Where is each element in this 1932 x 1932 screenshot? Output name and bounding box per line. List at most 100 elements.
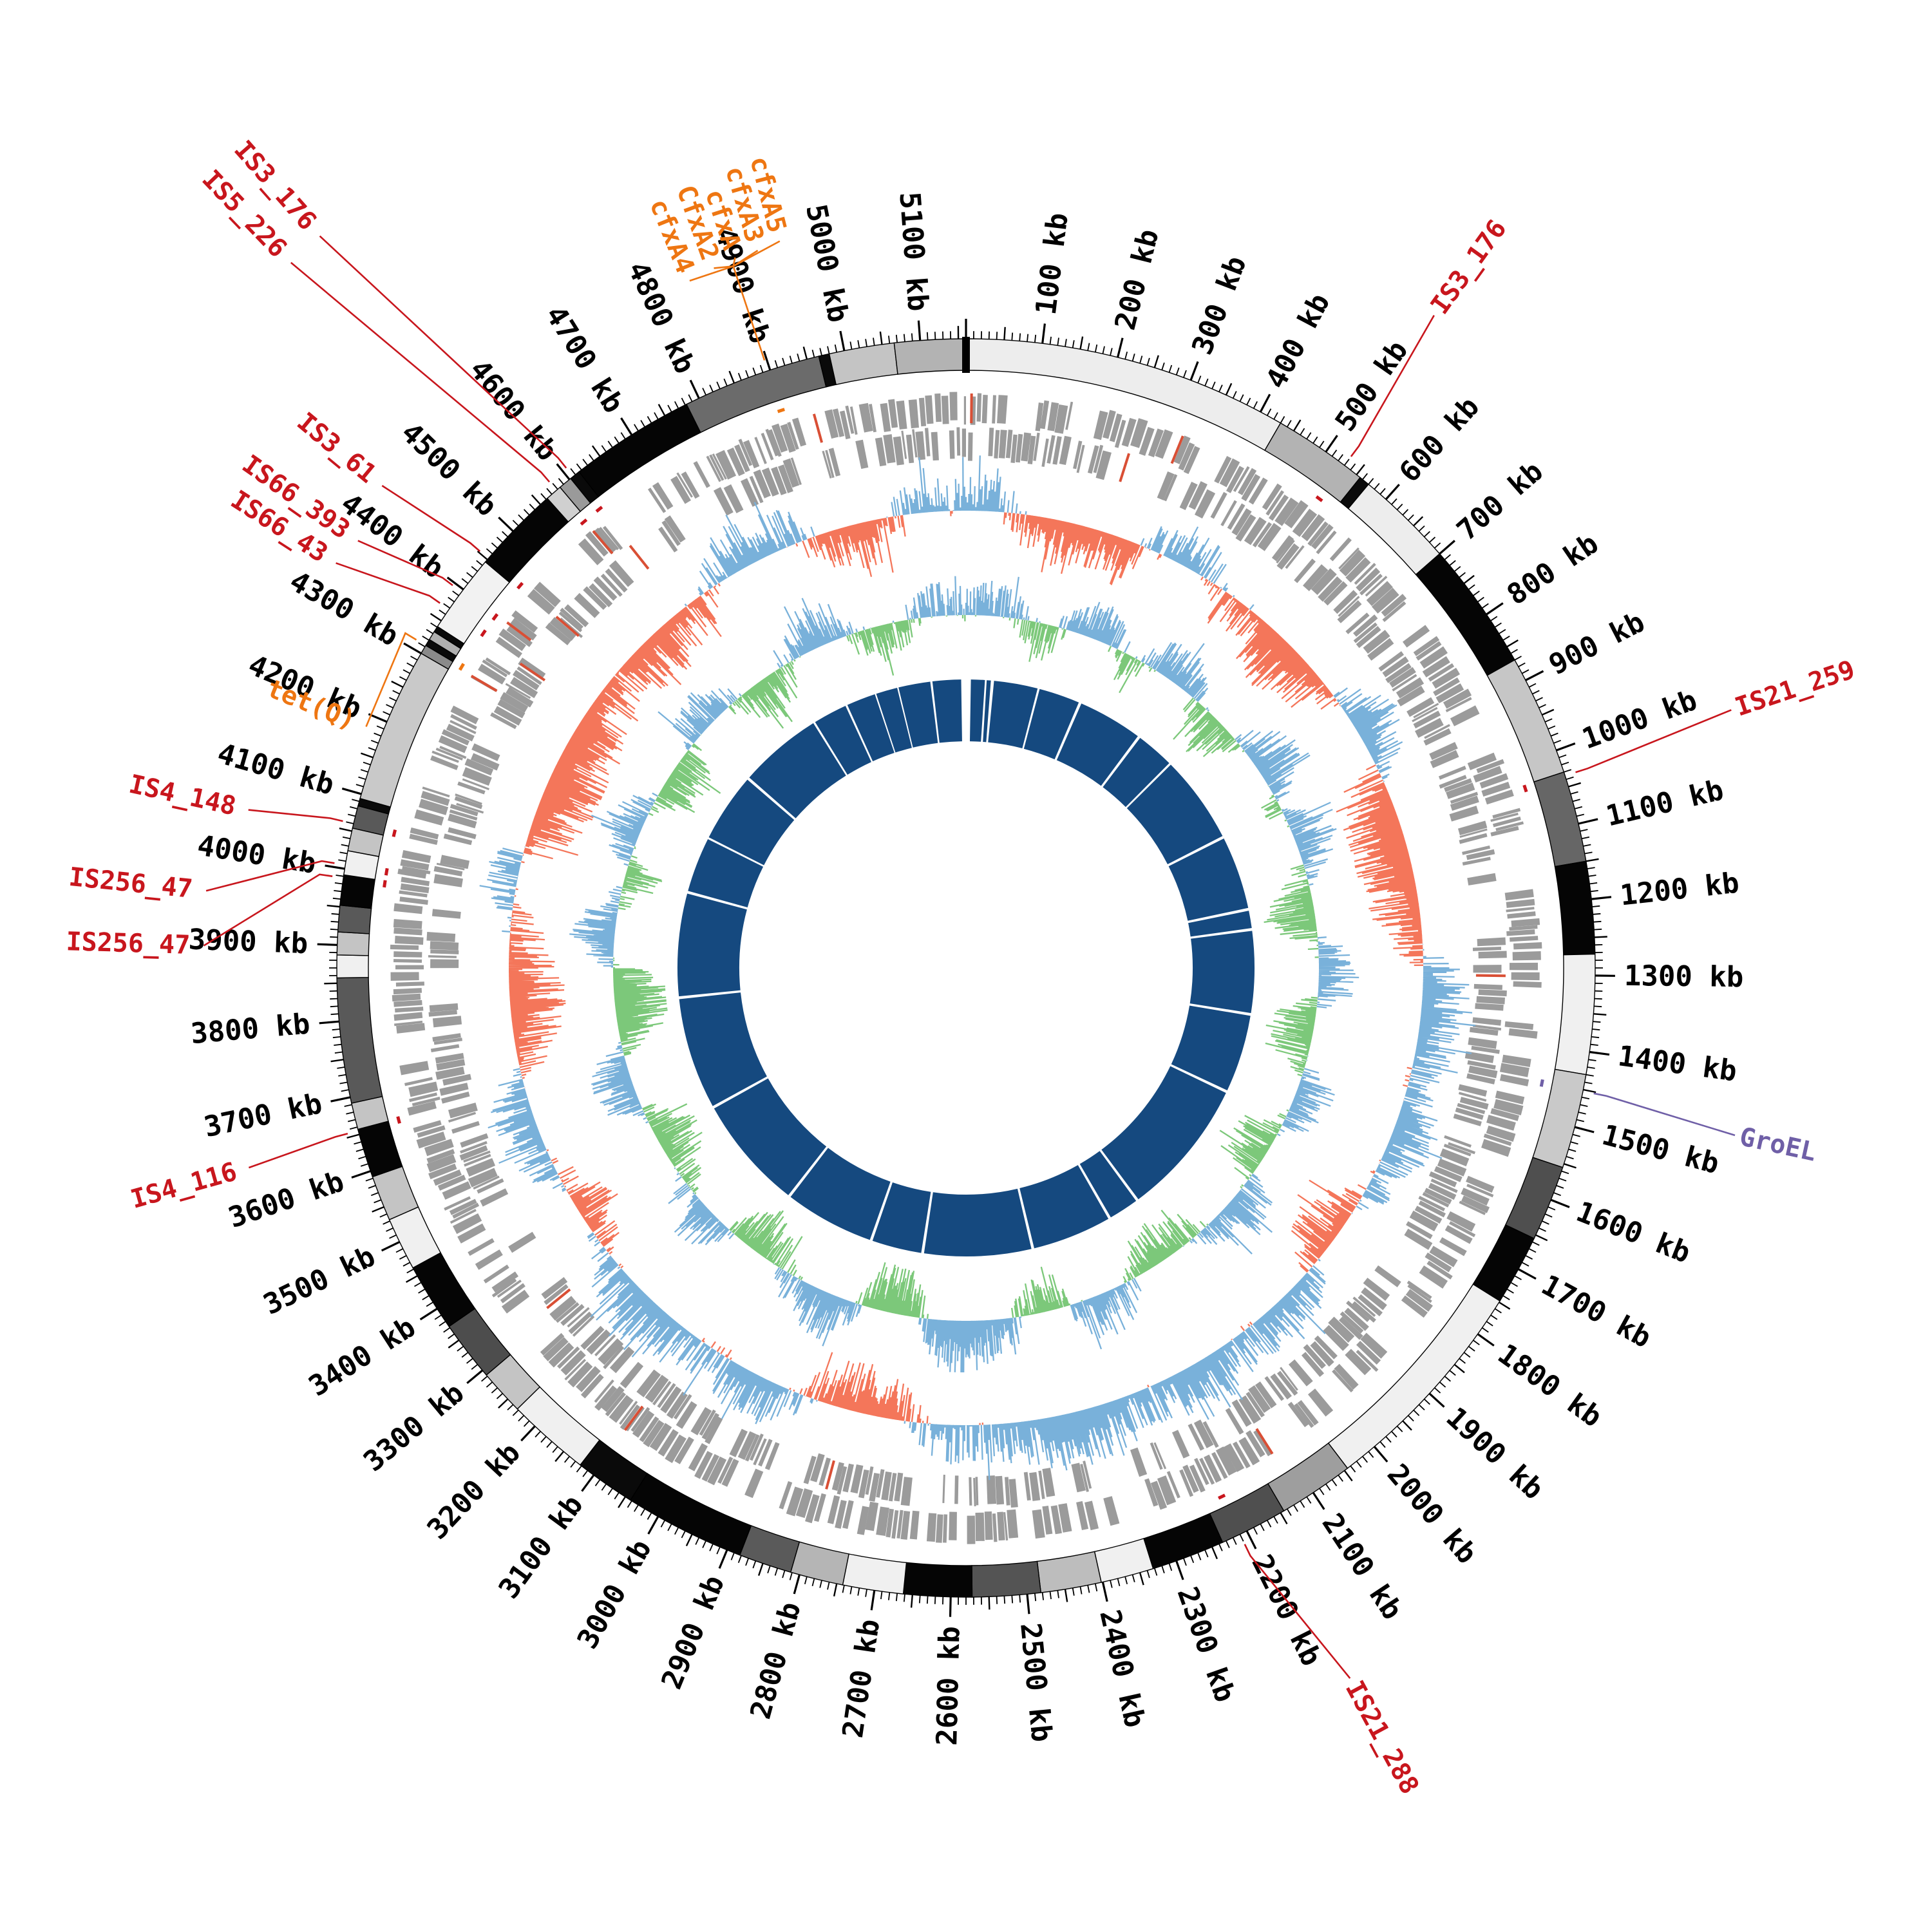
annotation-label-IS21-288: IS21_288 [1340, 1676, 1425, 1799]
tick-label-3700: 3700 kb [202, 1087, 325, 1144]
tick-label-4700: 4700 kb [539, 300, 630, 419]
gc-skew-track [479, 455, 1476, 1481]
contig-segment [484, 497, 569, 583]
tick-label-2400: 2400 kb [1093, 1607, 1151, 1730]
minor-ticks [329, 331, 1603, 1605]
annotation-dash-ring [383, 408, 1544, 1500]
gc-skew-track-negative [508, 511, 1424, 1425]
annotation-leader [1593, 1092, 1736, 1137]
tick-label-300: 300 kb [1186, 252, 1253, 359]
contig-segment [1533, 771, 1587, 867]
annotation-leader [319, 235, 567, 469]
tick-label-3000: 3000 kb [571, 1534, 658, 1654]
annotation-leader [290, 261, 551, 483]
tick-label-2700: 2700 kb [837, 1617, 887, 1740]
gene-red-mark-lines [470, 393, 1506, 1490]
annotation-leader [732, 240, 781, 267]
tick-label-2300: 2300 kb [1171, 1583, 1242, 1707]
annotation-dash [595, 506, 603, 513]
annotation-leader [689, 265, 734, 282]
tick-label-800: 800 kb [1501, 527, 1604, 612]
annotation-leader [732, 257, 736, 267]
annotation-leader [203, 873, 333, 947]
tick-label-1400: 1400 kb [1616, 1039, 1739, 1088]
alignment-ring [677, 679, 1255, 1256]
annotation-leader [1244, 1544, 1351, 1679]
gc-content-track-negative [612, 614, 1319, 1319]
gc-content-track [569, 576, 1359, 1373]
annotation-dash [1218, 1493, 1226, 1500]
major-ticks [317, 319, 1615, 1617]
tick-label-1700: 1700 kb [1536, 1269, 1656, 1355]
tick-label-2000: 2000 kb [1381, 1458, 1483, 1570]
annotation-label-GroEL: GroEL [1737, 1122, 1819, 1168]
tick-label-3600: 3600 kb [224, 1165, 348, 1235]
annotation-leader [1575, 709, 1732, 773]
annotation-dash [458, 663, 465, 671]
annotation-label-IS3-176: IS3_176 [1425, 214, 1513, 320]
annotation-leader [365, 632, 417, 727]
contig-segment [357, 1121, 403, 1178]
contig-segment [1209, 1482, 1285, 1543]
tick-label-900: 900 kb [1544, 605, 1650, 681]
tick-label-3200: 3200 kb [421, 1436, 527, 1546]
annotation-leader [1350, 315, 1435, 457]
tick-label-600: 600 kb [1393, 390, 1486, 488]
contig-segment [828, 342, 898, 386]
contig-segment [1554, 860, 1596, 956]
contig-segment [842, 1553, 907, 1595]
tick-label-4400: 4400 kb [335, 487, 450, 585]
tick-label-3100: 3100 kb [493, 1489, 590, 1605]
tick-label-3300: 3300 kb [357, 1376, 470, 1478]
tick-label-4500: 4500 kb [395, 416, 504, 523]
tick-label-2100: 2100 kb [1316, 1508, 1409, 1625]
contig-segment [902, 1562, 973, 1598]
annotation-dash [384, 867, 389, 876]
gc-skew-track-positive [479, 455, 1476, 1481]
annotation-dash [491, 613, 499, 621]
contig-segment [686, 355, 827, 433]
tick-label-4000: 4000 kb [195, 829, 318, 880]
tick-label-3900: 3900 kb [188, 923, 308, 960]
annotation-dash [1315, 495, 1323, 502]
tick-label-3500: 3500 kb [258, 1240, 380, 1321]
tick-label-1600: 1600 kb [1572, 1195, 1695, 1270]
contig-segment [1036, 1551, 1102, 1593]
tick-label-2600: 2600 kb [931, 1626, 967, 1747]
annotation-leader [732, 265, 766, 361]
annotation-dash [396, 1116, 401, 1124]
annotation-dash [516, 582, 524, 590]
contig-segment [971, 1560, 1042, 1598]
annotation-leader [248, 1133, 348, 1169]
annotation-dash [383, 880, 387, 888]
gene-ring-forward-blocks [390, 392, 1542, 1544]
annotation-dash [777, 408, 785, 413]
tick-label-2200: 2200 kb [1245, 1549, 1327, 1671]
contig-segment [965, 338, 1282, 451]
gene-red-marks [470, 393, 1506, 1490]
tick-label-3800: 3800 kb [189, 1008, 311, 1051]
annotation-label-IS256-47: IS256_47 [68, 862, 194, 904]
annotation-dash [1539, 1079, 1544, 1087]
tick-label-3400: 3400 kb [303, 1311, 421, 1403]
tick-label-100: 100 kb [1030, 211, 1075, 317]
contig-ring [336, 337, 1596, 1598]
mid-ticks [324, 326, 1607, 1610]
tick-label-400: 400 kb [1260, 288, 1336, 393]
contig-segment [437, 561, 511, 645]
annotation-leader [714, 265, 734, 269]
annotation-label-IS4-116: IS4_116 [128, 1157, 240, 1215]
contig-segment [336, 954, 369, 979]
annotation-dash [1522, 784, 1528, 793]
annotation-label-IS256-47: IS256_47 [66, 927, 191, 960]
contig-segment [336, 976, 383, 1104]
tick-label-1900: 1900 kb [1440, 1401, 1550, 1506]
annotation-dash [480, 629, 487, 638]
tick-label-1800: 1800 kb [1492, 1338, 1607, 1434]
tick-label-1300: 1300 kb [1624, 960, 1744, 994]
contig-segment [1267, 1442, 1349, 1512]
alignment-blocks [677, 679, 1255, 1256]
tick-label-2500: 2500 kb [1014, 1622, 1058, 1744]
